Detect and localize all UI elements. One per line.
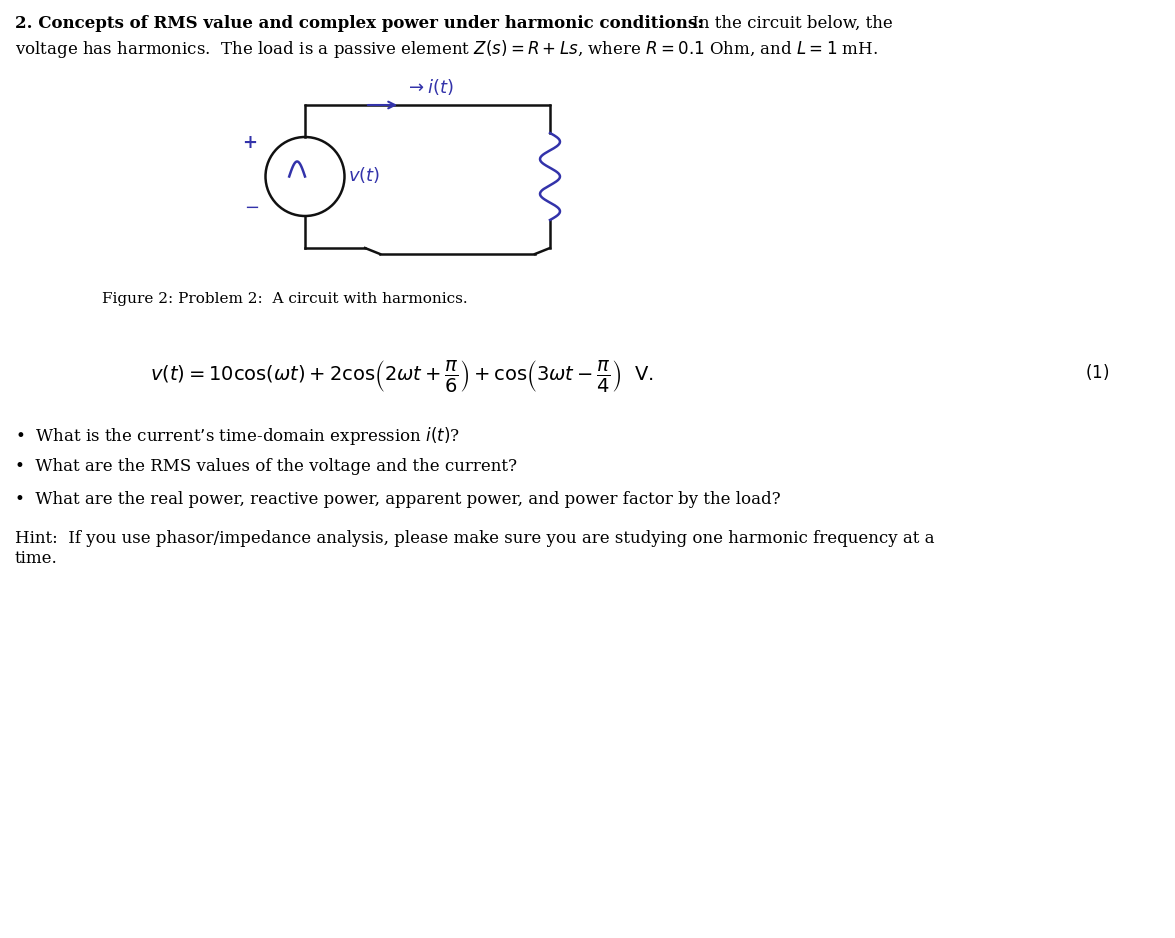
- Text: •  What are the real power, reactive power, apparent power, and power factor by : • What are the real power, reactive powe…: [15, 491, 780, 508]
- Text: −: −: [244, 199, 258, 217]
- Text: voltage has harmonics.  The load is a passive element $Z(s) = R + Ls$, where $R : voltage has harmonics. The load is a pas…: [15, 38, 878, 60]
- Text: +: +: [242, 134, 257, 152]
- Text: 2. Concepts of RMS value and complex power under harmonic conditions:: 2. Concepts of RMS value and complex pow…: [15, 15, 704, 32]
- Text: $(1)$: $(1)$: [1085, 362, 1109, 382]
- Text: In the circuit below, the: In the circuit below, the: [687, 15, 893, 32]
- Text: •  What is the current’s time-domain expression $i(t)$?: • What is the current’s time-domain expr…: [15, 425, 461, 447]
- Text: •  What are the RMS values of the voltage and the current?: • What are the RMS values of the voltage…: [15, 458, 517, 475]
- Text: Hint:  If you use phasor/impedance analysis, please make sure you are studying o: Hint: If you use phasor/impedance analys…: [15, 530, 934, 567]
- Text: $v(t)$: $v(t)$: [349, 164, 381, 185]
- Text: $\rightarrow i(t)$: $\rightarrow i(t)$: [405, 77, 454, 97]
- Text: $v(t) = 10\cos(\omega t) + 2\cos\!\left(2\omega t + \dfrac{\pi}{6}\right) + \cos: $v(t) = 10\cos(\omega t) + 2\cos\!\left(…: [150, 358, 653, 394]
- Text: Figure 2: Problem 2:  A circuit with harmonics.: Figure 2: Problem 2: A circuit with harm…: [102, 292, 468, 306]
